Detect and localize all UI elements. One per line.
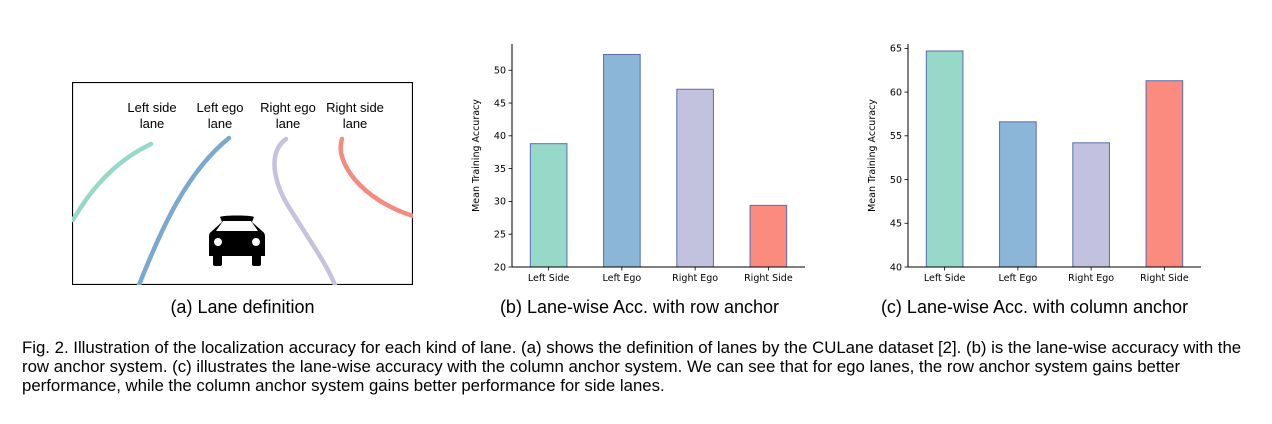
- lane-diagram: [70, 81, 416, 288]
- bar-1: [603, 53, 641, 268]
- car-icon: [209, 215, 265, 266]
- y-tick-label: 50: [890, 175, 902, 186]
- left-side-lane-curve: [70, 141, 154, 223]
- x-tick-label: Left Ego: [603, 273, 642, 284]
- x-tick-label: Right Side: [744, 273, 793, 284]
- y-axis-label: Mean Training Accuracy: [867, 99, 878, 212]
- lane-label-right-ego: Right ego lane: [260, 100, 316, 131]
- y-tick-label: 65: [890, 44, 902, 55]
- figure-caption: Fig. 2. Illustration of the localization…: [22, 338, 1242, 395]
- panel-c-caption: (c) Lane-wise Acc. with column anchor: [880, 297, 1189, 317]
- bar-0: [529, 143, 568, 268]
- y-tick-label: 20: [494, 262, 506, 273]
- right-ego-lane-curve: [272, 136, 338, 288]
- panel-b-caption: (b) Lane-wise Acc. with row anchor: [499, 297, 780, 317]
- bar-0: [925, 50, 964, 268]
- x-tick-label: Left Side: [528, 273, 570, 284]
- y-tick-label: 45: [890, 219, 902, 230]
- row-anchor-bar-chart: Mean Training Accuracy Left Side Left Ego R…: [471, 44, 805, 284]
- y-tick-label: 35: [494, 164, 506, 175]
- y-tick-label: 50: [494, 66, 506, 77]
- bar-1: [999, 121, 1037, 268]
- y-tick-label: 45: [494, 98, 506, 109]
- bar-2: [676, 88, 714, 268]
- bar-2: [1072, 142, 1110, 268]
- lane-label-left-ego: Left ego lane: [196, 100, 244, 131]
- x-tick-label: Right Ego: [1068, 273, 1114, 284]
- column-anchor-bar-chart: Mean Training Accuracy Left Side Left Ego R…: [867, 44, 1201, 284]
- x-tick-label: Left Side: [924, 273, 966, 284]
- lane-label-right-side: Right side lane: [326, 100, 384, 131]
- bar-3: [749, 204, 788, 268]
- lane-label-left-side: Left side lane: [127, 100, 177, 131]
- y-tick-label: 30: [494, 197, 506, 208]
- y-tick-label: 60: [890, 87, 902, 98]
- panel-a-caption: (a) Lane definition: [170, 297, 315, 317]
- y-tick-label: 25: [494, 230, 506, 241]
- y-tick-label: 40: [890, 262, 902, 273]
- y-tick-label: 55: [890, 131, 902, 142]
- right-side-lane-curve: [338, 136, 416, 219]
- x-tick-label: Right Side: [1140, 273, 1189, 284]
- left-ego-lane-curve: [136, 135, 232, 288]
- x-tick-label: Right Ego: [672, 273, 718, 284]
- y-axis-label: Mean Training Accuracy: [471, 99, 482, 212]
- bar-3: [1145, 80, 1184, 268]
- y-tick-label: 40: [494, 131, 506, 142]
- lane-definition-panel: Left side lane Left ego lane Right ego lane…: [70, 81, 416, 288]
- x-tick-label: Left Ego: [999, 273, 1038, 284]
